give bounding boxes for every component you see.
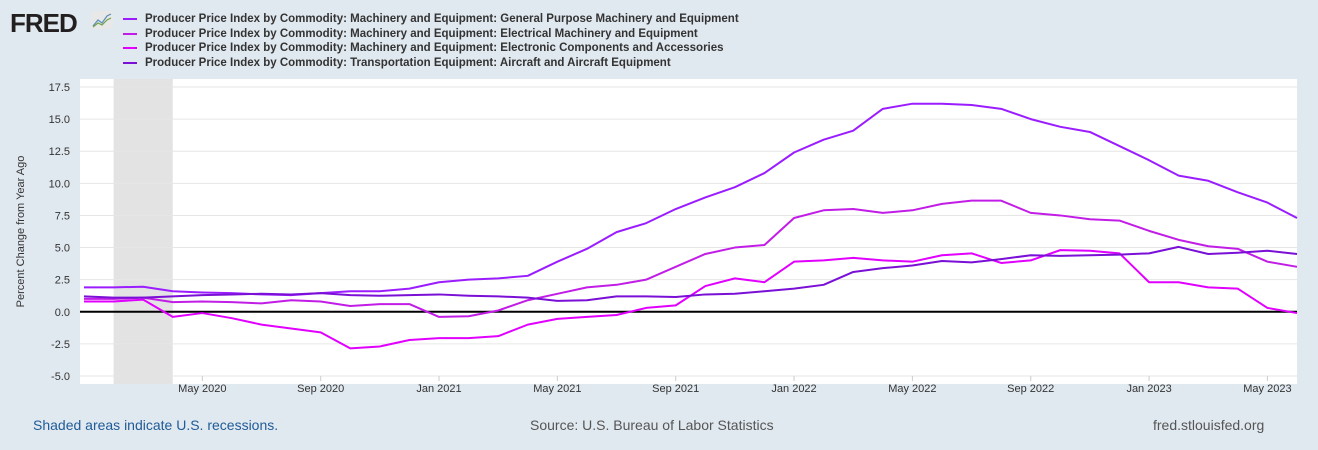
x-tick-label: Jan 2022	[771, 383, 816, 395]
plot-area	[80, 79, 1297, 384]
legend-item[interactable]: Producer Price Index by Commodity: Trans…	[123, 56, 739, 71]
y-tick-label: 2.5	[55, 275, 70, 287]
y-tick-label: -2.5	[51, 339, 70, 351]
x-tick-label: May 2023	[1243, 383, 1291, 395]
x-tick-label: Jan 2021	[416, 383, 461, 395]
series-line-4	[83, 245, 1298, 302]
legend-swatch	[123, 61, 137, 64]
y-tick-label: 7.5	[55, 210, 70, 222]
fred-logo[interactable]: FRED	[10, 8, 78, 38]
x-tick-label: Sep 2022	[1007, 383, 1054, 395]
site-link[interactable]: fred.stlouisfed.org	[1153, 417, 1265, 433]
legend-swatch	[123, 18, 137, 21]
legend: Producer Price Index by Commodity: Machi…	[123, 12, 739, 70]
legend-label: Producer Price Index by Commodity: Trans…	[145, 56, 671, 69]
x-tick-label: May 2021	[533, 383, 581, 395]
legend-label: Producer Price Index by Commodity: Machi…	[145, 13, 739, 26]
x-tick-label: Sep 2020	[297, 383, 344, 395]
legend-item[interactable]: Producer Price Index by Commodity: Machi…	[123, 27, 739, 42]
y-tick-label: 17.5	[49, 82, 70, 94]
y-tick-label: 5.0	[55, 243, 70, 255]
legend-label: Producer Price Index by Commodity: Machi…	[145, 42, 724, 55]
legend-label: Producer Price Index by Commodity: Machi…	[145, 27, 698, 40]
legend-item[interactable]: Producer Price Index by Commodity: Machi…	[123, 12, 739, 27]
legend-swatch	[123, 32, 137, 35]
y-tick-label: 0.0	[55, 307, 70, 319]
recession-note[interactable]: Shaded areas indicate U.S. recessions.	[33, 417, 279, 433]
legend-swatch	[123, 47, 137, 50]
source-text: Source: U.S. Bureau of Labor Statistics	[530, 417, 774, 433]
x-tick-label: Jan 2023	[1126, 383, 1171, 395]
legend-item[interactable]: Producer Price Index by Commodity: Machi…	[123, 41, 739, 56]
series-line-2	[84, 199, 1298, 318]
chart-logo-icon	[91, 11, 113, 29]
y-tick-label: 10.0	[49, 178, 70, 190]
x-tick-label: May 2020	[178, 383, 226, 395]
y-axis-label: Percent Change from Year Ago	[15, 156, 27, 308]
x-tick-label: May 2022	[888, 383, 936, 395]
y-tick-label: 12.5	[49, 146, 70, 158]
recession-shade	[113, 79, 173, 384]
y-tick-label: -5.0	[51, 371, 70, 383]
x-tick-label: Sep 2021	[652, 383, 699, 395]
y-tick-label: 15.0	[49, 114, 70, 126]
line-chart: 17.5 15.0 12.5 10.0 7.5 5.0 2.5 0.0 -2.5 -5.0 May …	[15, 79, 1298, 395]
